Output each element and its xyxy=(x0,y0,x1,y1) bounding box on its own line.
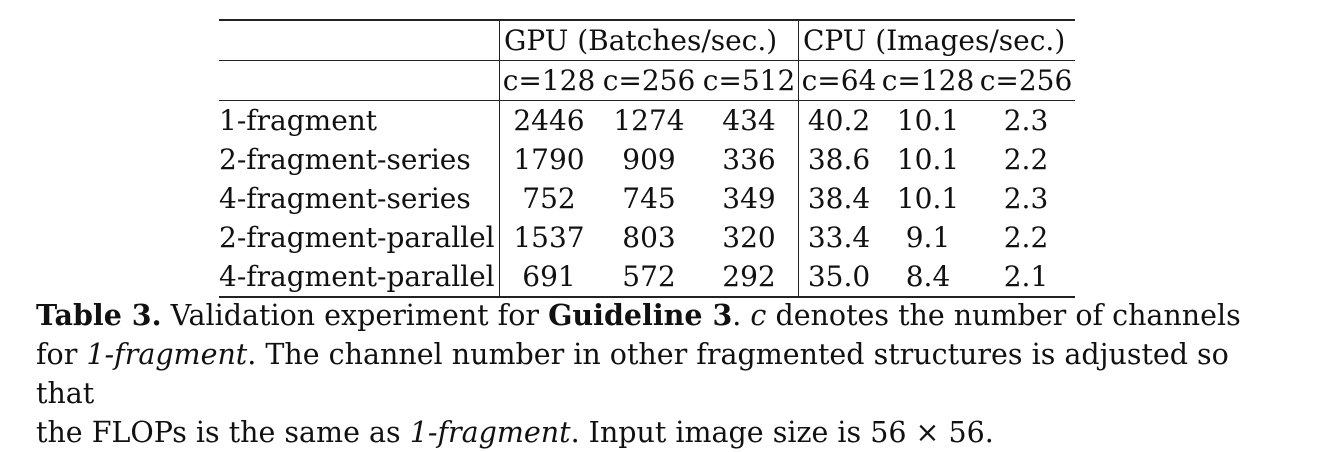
table-cell: 9.1 xyxy=(905,220,951,254)
caption-label: Table 3. xyxy=(36,298,162,332)
caption-line-3: the FLOPs is the same as 1-fragment. Inp… xyxy=(36,413,1276,452)
caption-guideline: Guideline 3 xyxy=(548,298,733,332)
caption-fragment-term: 1-fragment xyxy=(409,416,571,449)
table-cell: 40.2 xyxy=(798,100,879,140)
caption-text: Validation experiment for xyxy=(161,299,549,332)
table-cell: 292 xyxy=(700,257,799,298)
caption-fragment-term: 1-fragment xyxy=(86,338,248,371)
caption-text: for xyxy=(36,338,87,371)
table-cell: 38.4 xyxy=(798,179,879,218)
caption-text: denotes the number of channels xyxy=(766,299,1241,332)
row-label: 4-fragment-series xyxy=(219,181,471,215)
results-table: GPU (Batches/sec.) CPU (Images/sec.) c=1… xyxy=(219,19,1075,298)
table-cell: 33.4 xyxy=(798,218,879,257)
table-cell: 349 xyxy=(722,181,776,215)
table-cell: 8.4 xyxy=(879,257,977,298)
caption-symbol: c xyxy=(750,299,767,332)
table-cell: 38.6 xyxy=(798,140,879,179)
caption-text: the FLOPs is the same as xyxy=(36,416,410,449)
sub-header-cell: c=128 xyxy=(879,60,977,101)
table-cell: 691 xyxy=(499,257,598,298)
table-cell: 1537 xyxy=(499,218,598,257)
row-label: 1-fragment xyxy=(219,100,500,140)
caption-text: . Input image size is 56 × 56. xyxy=(570,416,994,449)
caption-line-2: for 1-fragment. The channel number in ot… xyxy=(36,335,1276,413)
table-cell: 803 xyxy=(622,220,676,254)
table-cell: 434 xyxy=(700,100,799,140)
table-cell: 2.2 xyxy=(1003,142,1049,176)
table-row: 1-fragment 2446 1274 434 40.2 10.1 2.3 xyxy=(219,100,1075,140)
table-cell: 909 xyxy=(622,142,676,176)
table-cell: 2.1 xyxy=(977,257,1075,298)
table-cell: 10.1 xyxy=(896,181,960,215)
sub-header-cell: c=512 xyxy=(700,60,799,101)
table-cell: 1790 xyxy=(499,140,598,179)
table-cell: 745 xyxy=(622,181,676,215)
row-label: 2-fragment-series xyxy=(219,142,471,176)
cpu-header: CPU (Images/sec.) xyxy=(798,19,1075,61)
gpu-header: GPU (Batches/sec.) xyxy=(499,19,799,61)
table-cell: 2.3 xyxy=(977,100,1075,140)
table-cell: 10.1 xyxy=(896,142,960,176)
sub-header-cell: c=256 xyxy=(977,60,1075,101)
table-cell: 336 xyxy=(722,142,776,176)
table-cell: 2.2 xyxy=(1003,220,1049,254)
table-row: 2-fragment-parallel 1537 803 320 33.4 9.… xyxy=(219,218,1075,257)
table-cell: 320 xyxy=(722,220,776,254)
sub-header-row: c=128 c=256 c=512 c=64 c=128 c=256 xyxy=(219,60,1075,101)
table-cell: 572 xyxy=(598,257,700,298)
caption-text: . The channel number in other fragmented… xyxy=(36,338,1229,410)
group-header-row: GPU (Batches/sec.) CPU (Images/sec.) xyxy=(219,19,1075,61)
corner-cell xyxy=(219,19,500,61)
table-cell: 2446 xyxy=(499,100,598,140)
sub-header-cell: c=64 xyxy=(798,60,879,101)
row-label: 4-fragment-parallel xyxy=(219,257,500,298)
table-cell: 1274 xyxy=(598,100,700,140)
row-label: 2-fragment-parallel xyxy=(219,220,495,254)
table-cell: 10.1 xyxy=(879,100,977,140)
table-row: 4-fragment-series 752 745 349 38.4 10.1 … xyxy=(219,179,1075,218)
sub-header-cell: c=256 xyxy=(598,60,700,101)
table-caption: Table 3. Validation experiment for Guide… xyxy=(36,296,1276,452)
table-row: 4-fragment-parallel 691 572 292 35.0 8.4… xyxy=(219,257,1075,298)
caption-text: . xyxy=(732,299,751,332)
table-cell: 2.3 xyxy=(1003,181,1049,215)
sub-header-cell: c=128 xyxy=(499,60,598,101)
corner-cell xyxy=(219,60,500,101)
caption-line-1: Table 3. Validation experiment for Guide… xyxy=(36,296,1276,335)
table-cell: 752 xyxy=(499,179,598,218)
table-cell: 35.0 xyxy=(798,257,879,298)
table-row: 2-fragment-series 1790 909 336 38.6 10.1… xyxy=(219,140,1075,179)
